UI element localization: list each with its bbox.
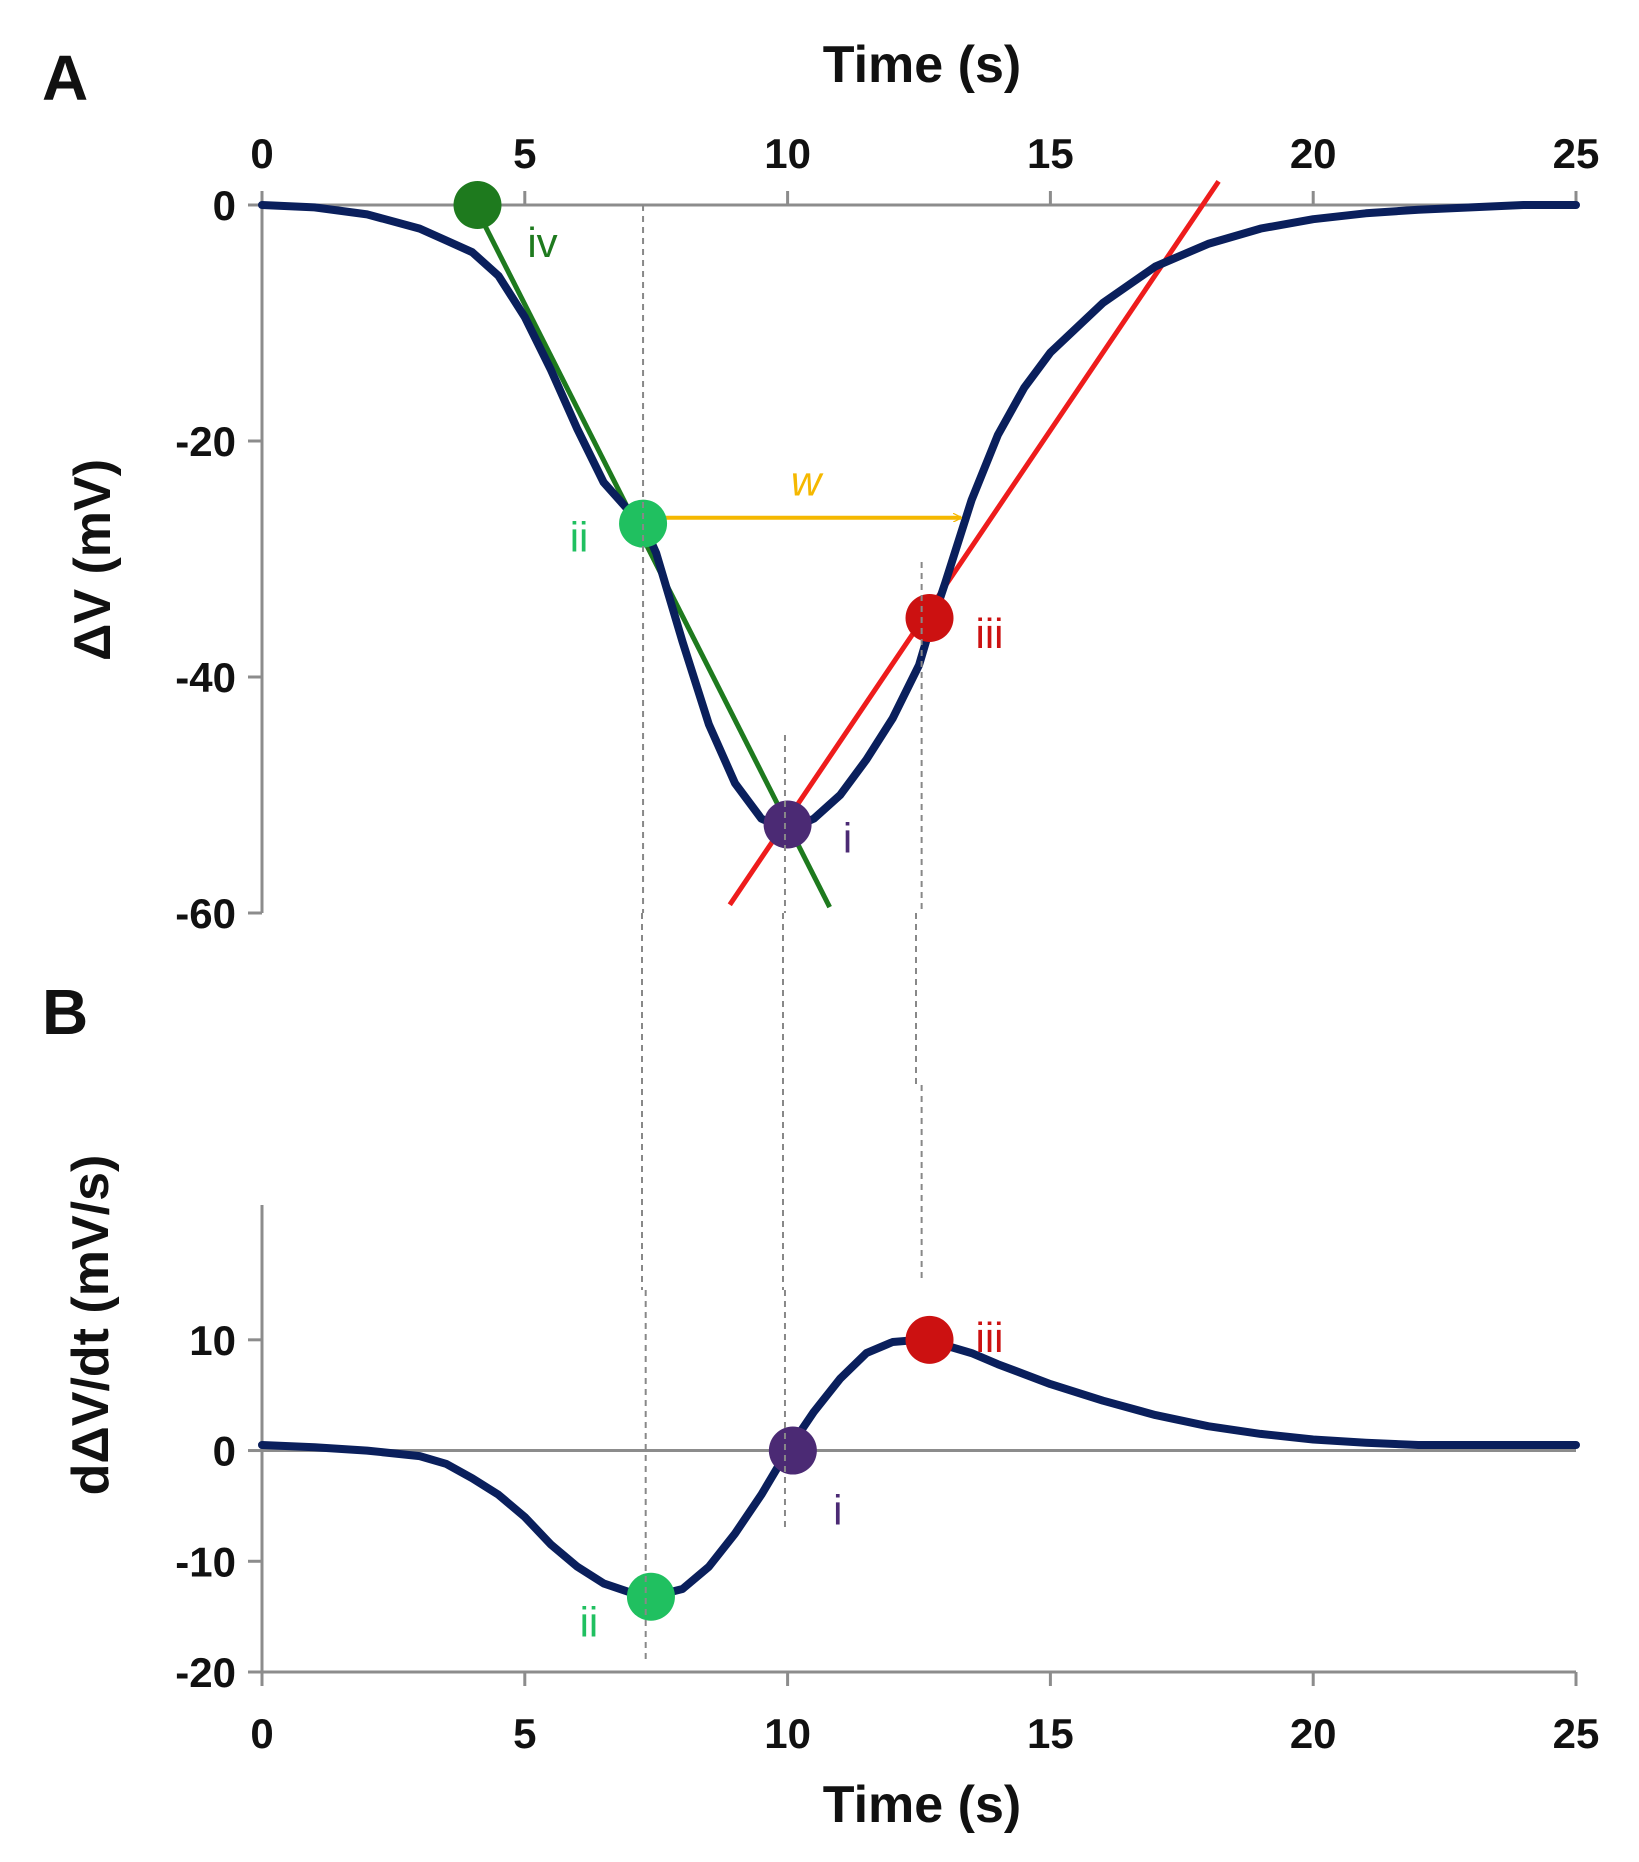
y-axis-title: ΔV (mV) <box>64 459 122 661</box>
x-tick-label: 10 <box>764 130 811 177</box>
y-tick-label: 0 <box>213 1428 236 1475</box>
x-tick-label: 25 <box>1553 1710 1600 1757</box>
x-tick-label: 20 <box>1290 1710 1337 1757</box>
point-label-iii: iii <box>976 610 1004 657</box>
x-tick-label: 5 <box>513 1710 536 1757</box>
point-i <box>763 800 812 849</box>
width-label: w <box>791 458 824 505</box>
x-tick-label: 25 <box>1553 130 1600 177</box>
panel-a: A 0 -20 -40 -60 0 5 10 15 20 25 Time (s) ΔV (mV) w iv i… <box>42 36 1599 937</box>
point-label-iv: iv <box>527 219 557 266</box>
point-ii <box>626 1572 675 1621</box>
point-label-iii: iii <box>976 1314 1004 1361</box>
point-i <box>768 1426 817 1475</box>
point-label-i: i <box>843 815 852 862</box>
point-iii <box>905 1315 954 1364</box>
series-line-ddv-dt <box>258 1335 1580 1600</box>
y-tick-label: -20 <box>175 1649 236 1696</box>
point-label-i: i <box>833 1487 842 1534</box>
series-line-dv <box>258 201 1580 835</box>
y-tick-label: -40 <box>175 654 236 701</box>
y-tick-label: -20 <box>175 418 236 465</box>
y-tick-label: -60 <box>175 890 236 937</box>
x-tick-label: 5 <box>513 130 536 177</box>
tangent-line-ii <box>475 209 832 909</box>
x-tick-label: 0 <box>250 1710 273 1757</box>
x-tick-label: 0 <box>250 130 273 177</box>
panel-letter-a: A <box>42 42 88 114</box>
tangent-line-iii <box>727 180 1221 907</box>
x-axis-title-top: Time (s) <box>823 36 1021 94</box>
point-label-ii: ii <box>580 1599 599 1646</box>
y-tick-label: 10 <box>189 1317 236 1364</box>
panel-letter-b: B <box>42 976 88 1048</box>
panel-b: B 10 0 -10 -20 0 5 10 15 20 25 Time (s) dΔV/dt (mV/s… <box>42 976 1599 1834</box>
y-tick-label: 0 <box>213 182 236 229</box>
x-tick-label: 15 <box>1027 1710 1074 1757</box>
x-tick-label: 20 <box>1290 130 1337 177</box>
point-iv <box>453 181 502 229</box>
point-label-ii: ii <box>570 514 589 561</box>
point-ii <box>619 499 668 548</box>
x-axis-title-bottom: Time (s) <box>823 1776 1021 1834</box>
y-tick-label: -10 <box>175 1538 236 1585</box>
x-tick-label: 15 <box>1027 130 1074 177</box>
x-tick-label: 10 <box>764 1710 811 1757</box>
y-axis-title: dΔV/dt (mV/s) <box>62 1155 120 1496</box>
point-iii <box>905 594 954 642</box>
